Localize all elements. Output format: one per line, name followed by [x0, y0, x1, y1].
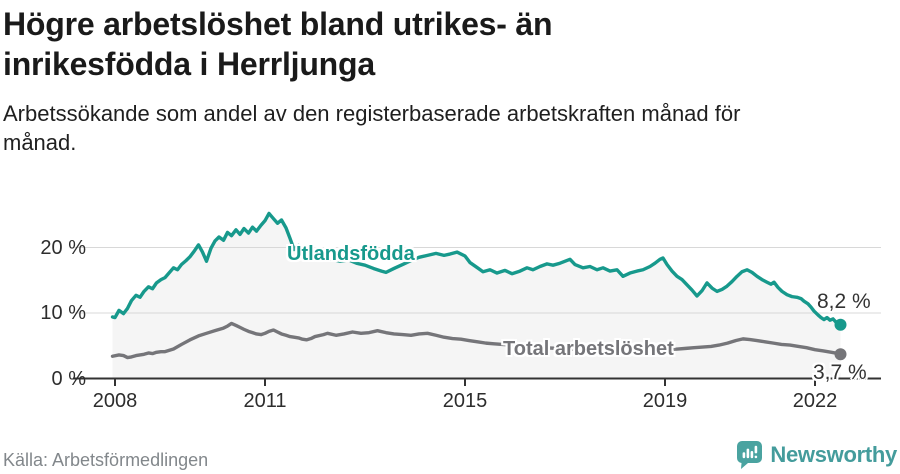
chart-header: Högre arbetslöshet bland utrikes- än inr… [3, 4, 803, 157]
x-axis-label-2022: 2022 [792, 390, 838, 412]
source-attribution: Källa: Arbetsförmedlingen [3, 450, 209, 470]
x-axis-label-2015: 2015 [442, 390, 488, 412]
x-axis-label-2011: 2011 [243, 390, 287, 412]
newsworthy-speech-bubble-bar-chart-icon [737, 441, 763, 469]
end-value-label-total: 3,7 % [813, 361, 867, 384]
series-end-dot-total [834, 348, 847, 361]
series-line-utlandsfodda [110, 211, 843, 327]
x-axis-label-2019: 2019 [642, 390, 688, 412]
series-label-total-arbetsloshet: Total arbetslöshet [503, 338, 674, 360]
y-axis-label-0-pct: 0 % [51, 367, 86, 390]
series-line-total [110, 321, 843, 360]
y-axis-label-10-pct: 10 % [40, 302, 86, 324]
series-end-dot-utlandsfodda [834, 318, 847, 331]
page-subtitle: Arbetssökande som andel av den registerb… [3, 101, 741, 155]
page-title: Högre arbetslöshet bland utrikes- än inr… [3, 6, 553, 82]
newsworthy-wordmark: Newsworthy [770, 441, 897, 467]
series-label-utlandsfodda: Utlandsfödda [287, 243, 415, 265]
x-axis-label-2008: 2008 [92, 390, 138, 412]
newsworthy-logo: Newsworthy [735, 440, 897, 469]
end-value-label-utlandsfodda: 8,2 % [817, 290, 871, 313]
y-axis-label-20-pct: 20 % [40, 236, 86, 259]
